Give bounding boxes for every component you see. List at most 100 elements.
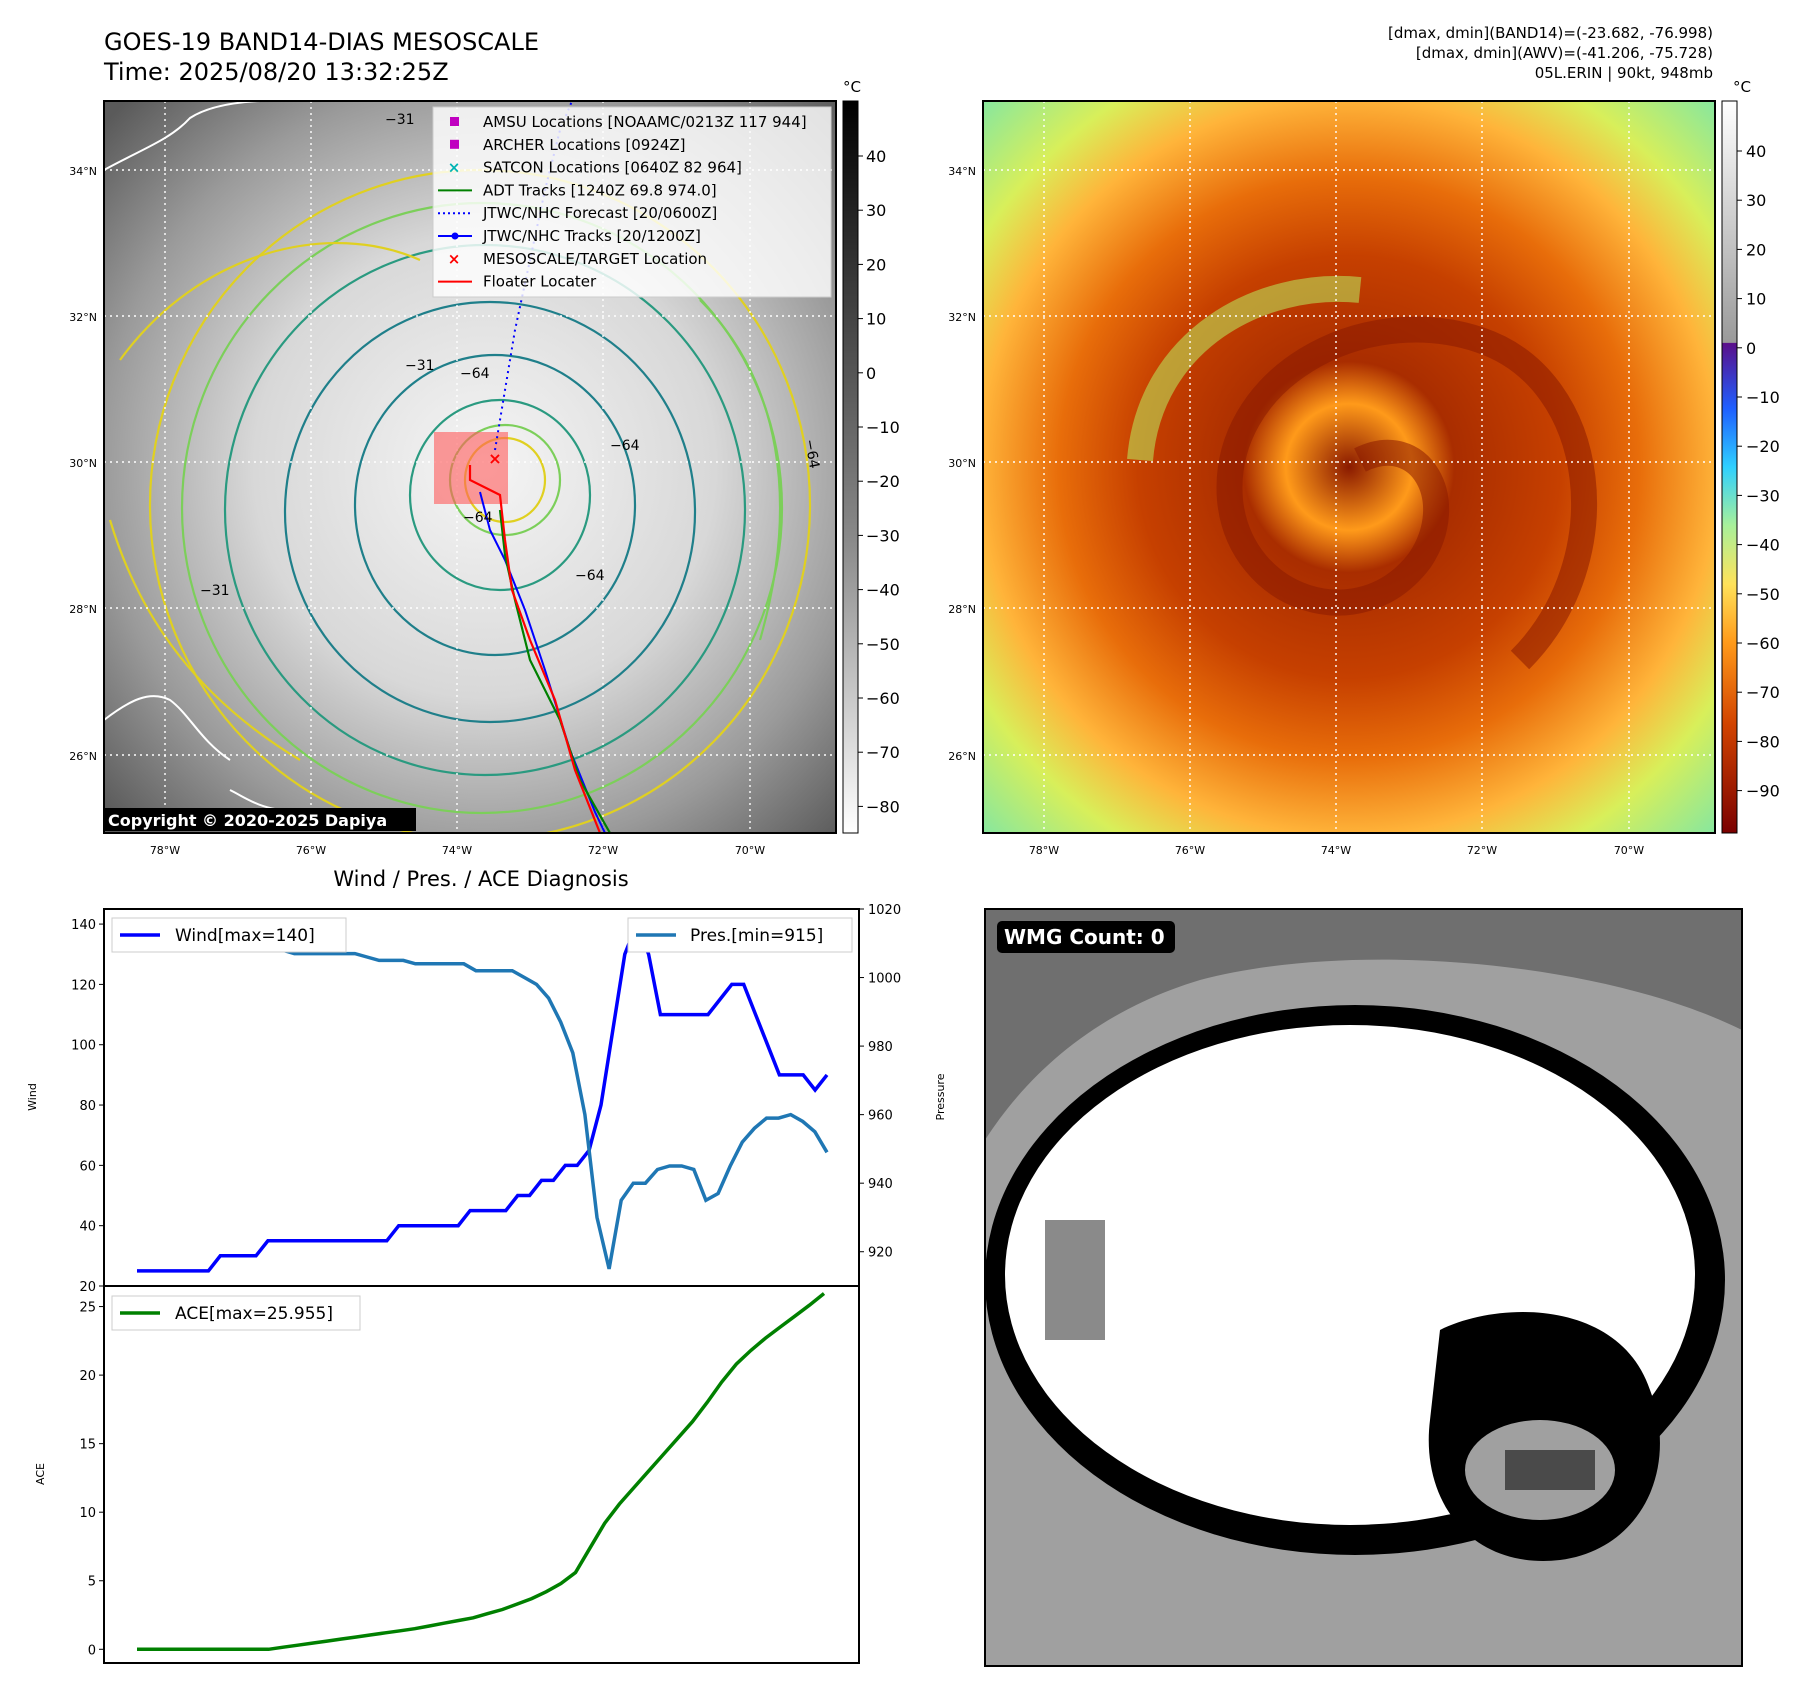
ace-axis-label: ACE (34, 1463, 47, 1485)
legend-item: ADT Tracks [1240Z 69.8 974.0] (438, 181, 717, 199)
legend-marker-square (450, 139, 459, 149)
wind-ytick-label: 60 (79, 1159, 96, 1174)
map2-gridlines (983, 101, 1715, 833)
wv-colorbar-tick-label: 10 (1746, 290, 1766, 309)
ace-ytick-label: 20 (79, 1369, 96, 1384)
wind-pres-plot-frame (103, 908, 860, 1287)
contour-label-5: −64 (801, 438, 822, 470)
info-line2: [dmax, dmin](AWV)=(-41.206, -75.728) (1416, 44, 1713, 62)
pressure-ytick-label: 1020 (868, 903, 901, 918)
legend-label: JTWC/NHC Forecast [20/0600Z] (482, 204, 717, 222)
pressure-series-line (137, 924, 829, 1270)
jtwc-track (479, 491, 606, 833)
wv-colorbar-tick-label: −60 (1746, 634, 1780, 653)
map1-lon-label: 70°W (735, 844, 765, 857)
map2-lon-label: 72°W (1467, 844, 1497, 857)
legend-item: × SATCON Locations [0640Z 82 964] (448, 159, 742, 177)
wv-spiral-band (1216, 316, 1597, 670)
contour-label-8: −64 (575, 568, 605, 584)
pressure-ytick-label: 920 (868, 1246, 893, 1261)
contour-label-3: −64 (610, 438, 640, 454)
wv-colorbar-tick-label: 0 (1746, 339, 1756, 358)
wv-colorbar-tick-label: 30 (1746, 191, 1766, 210)
contour-label-1: −31 (385, 112, 415, 128)
ir-colorbar-tick-label: −70 (866, 743, 900, 762)
info-line3: 05L.ERIN | 90kt, 948mb (1535, 64, 1713, 82)
wind-ytick-label: 20 (79, 1280, 96, 1295)
ir-colorbar-tick-label: −30 (866, 526, 900, 545)
ir-colorbar-tick-label: −40 (866, 581, 900, 600)
wind-ytick-label: 80 (79, 1099, 96, 1114)
ir-colorbar-tick-label: −50 (866, 635, 900, 654)
legend-item: ARCHER Locations [0924Z] (450, 136, 686, 154)
ace-plot-frame (103, 1285, 860, 1664)
wmg-count-text: WMG Count: 0 (1004, 925, 1165, 949)
wind-ytick-label: 40 (79, 1220, 96, 1235)
map1-lat-label: 26°N (69, 750, 97, 763)
ir-contours (108, 169, 812, 833)
legend-item: AMSU Locations [NOAAMC/0213Z 117 944] (450, 113, 807, 131)
map1-lat-label: 32°N (69, 311, 97, 324)
map2-lon-label: 70°W (1614, 844, 1644, 857)
ace-legend-label: ACE[max=25.955] (175, 1304, 333, 1324)
contour-label-2: −64 (460, 366, 490, 382)
wmg-gray-patch (1045, 1220, 1105, 1340)
wv-colorbar-tick-label: −50 (1746, 585, 1780, 604)
wv-colorbar-tick-label: −90 (1746, 782, 1780, 801)
ir-colorbar-tick-label: −60 (866, 689, 900, 708)
ir-map-frame (103, 100, 837, 834)
ir-colorbar-tick-label: −20 (866, 472, 900, 491)
legend-marker-dot (451, 232, 459, 240)
legend-item: JTWC/NHC Tracks [20/1200Z] (438, 227, 701, 245)
legend-label: SATCON Locations [0640Z 82 964] (483, 159, 742, 177)
copyright-text: Copyright © 2020-2025 Dapiya (108, 811, 387, 830)
wv-colorbar-tick-label: −10 (1746, 388, 1780, 407)
map2-lat-label: 30°N (948, 457, 976, 470)
wmg-frame (984, 908, 1743, 1667)
map1-lat-label: 34°N (69, 165, 97, 178)
pressure-legend-label: Pres.[min=915] (690, 926, 823, 946)
wmg-eye-core (1505, 1450, 1595, 1490)
map2-lon-label: 78°W (1029, 844, 1059, 857)
wind-series-line (137, 919, 829, 1273)
legend-box (432, 106, 832, 298)
map2-lat-label: 32°N (948, 311, 976, 324)
wmg-count-badge (997, 921, 1175, 953)
wind-ytick-label: 140 (71, 918, 96, 933)
diagnosis-title: Wind / Pres. / ACE Diagnosis (333, 867, 628, 891)
pressure-ytick-label: 1000 (868, 972, 901, 987)
ir-colorbar-unit: °C (843, 78, 861, 96)
wv-colorbar-unit: °C (1733, 78, 1751, 96)
map1-lon-label: 72°W (588, 844, 618, 857)
wv-map-panel (983, 101, 1715, 833)
wv-colorbar-tick-label: 40 (1746, 142, 1766, 161)
map2-lon-label: 74°W (1321, 844, 1351, 857)
wind-axis-label: Wind (26, 1083, 39, 1111)
wv-colorbar-tick-label: −70 (1746, 683, 1780, 702)
map2-lat-label: 28°N (948, 603, 976, 616)
ir-colorbar-tick-label: 10 (866, 310, 886, 329)
contour-label-6: −31 (405, 358, 435, 374)
ace-ytick-label: 15 (79, 1438, 96, 1453)
wind-legend-label: Wind[max=140] (175, 926, 315, 946)
contour-label-7: −31 (200, 583, 230, 599)
legend-item: Floater Locater (438, 273, 597, 291)
legend-item: × MESOSCALE/TARGET Location (448, 250, 707, 268)
map1-lat-label: 28°N (69, 603, 97, 616)
legend-item: JTWC/NHC Forecast [20/0600Z] (438, 204, 717, 222)
wv-colorbar-tick-label: −80 (1746, 732, 1780, 751)
pressure-ytick-label: 960 (868, 1109, 893, 1124)
wv-colorbar-tick-label: −20 (1746, 437, 1780, 456)
pressure-axis-label: Pressure (934, 1073, 947, 1120)
info-line1: [dmax, dmin](BAND14)=(-23.682, -76.998) (1388, 24, 1713, 42)
legend-label: JTWC/NHC Tracks [20/1200Z] (482, 227, 701, 245)
map2-lat-label: 34°N (948, 165, 976, 178)
ir-colorbar-tick-label: 30 (866, 201, 886, 220)
ace-ytick-label: 25 (79, 1301, 96, 1316)
ace-ytick-label: 0 (88, 1643, 96, 1658)
contour-label-4: −64 (463, 510, 493, 526)
ir-colorbar-tick-label: −10 (866, 418, 900, 437)
main-title-line1: GOES-19 BAND14-DIAS MESOSCALE (104, 28, 539, 56)
ace-ytick-label: 5 (88, 1575, 96, 1590)
